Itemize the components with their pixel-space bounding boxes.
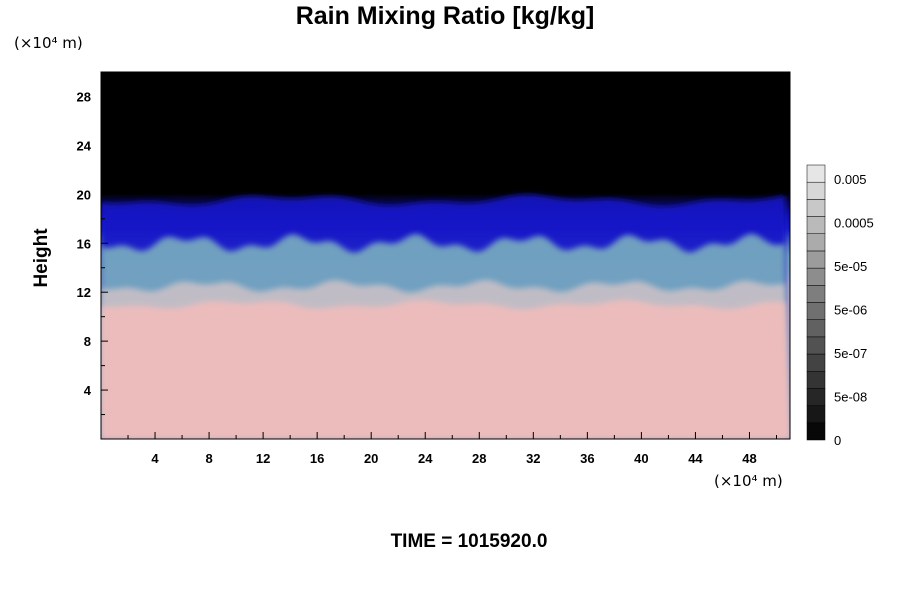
colorbar-label: 0 — [834, 433, 841, 448]
field-layer-bottom — [101, 299, 790, 439]
colorbar-label: 5e-08 — [834, 390, 867, 405]
x-tick-label: 4 — [151, 451, 159, 466]
colorbar-level — [806, 285, 826, 303]
colorbar-level — [806, 422, 826, 441]
x-tick-label: 12 — [256, 451, 270, 466]
colorbar-level — [806, 405, 826, 424]
y-tick-label: 4 — [84, 383, 92, 398]
colorbar-label: 0.0005 — [834, 216, 874, 231]
y-axis-unit: (×10⁴ m) — [14, 34, 83, 52]
y-tick-label: 12 — [77, 285, 91, 300]
x-tick-label: 20 — [364, 451, 378, 466]
colorbar-level — [806, 302, 826, 320]
colorbar-level — [806, 336, 826, 355]
colorbar-level — [806, 164, 826, 183]
x-tick-label: 8 — [205, 451, 212, 466]
colorbar-level — [806, 233, 826, 252]
colorbar-level — [806, 199, 826, 217]
y-tick-label: 16 — [77, 236, 91, 251]
x-tick-label: 16 — [310, 451, 324, 466]
y-tick-label: 28 — [77, 89, 91, 104]
plot-frame — [100, 71, 791, 440]
x-tick-label: 28 — [472, 451, 486, 466]
colorbar-label: 5e-07 — [834, 346, 867, 361]
x-tick-label: 40 — [634, 451, 648, 466]
x-axis-unit: (×10⁴ m) — [714, 472, 783, 490]
time-label: TIME = 1015920.0 — [390, 531, 548, 552]
x-tick-label: 44 — [688, 451, 703, 466]
colorbar-label: 0.005 — [834, 172, 867, 187]
colorbar-level — [806, 250, 826, 269]
colorbar-level — [806, 181, 826, 200]
x-tick-label: 48 — [742, 451, 756, 466]
colorbar-level — [806, 388, 826, 406]
x-tick-label: 32 — [526, 451, 540, 466]
y-tick-label: 20 — [77, 187, 91, 202]
colorbar-level — [806, 371, 826, 389]
colorbar-label: 5e-06 — [834, 303, 867, 318]
chart-title: Rain Mixing Ratio [kg/kg] — [295, 2, 595, 30]
colorbar-level — [806, 353, 826, 372]
y-tick-label: 24 — [77, 138, 92, 153]
y-tick-label: 8 — [84, 334, 91, 349]
colorbar-level — [806, 216, 826, 234]
colorbar-level — [806, 267, 826, 286]
x-tick-label: 36 — [580, 451, 594, 466]
colorbar-level — [806, 319, 826, 338]
colorbar-label: 5e-05 — [834, 259, 867, 274]
x-tick-label: 24 — [418, 451, 433, 466]
